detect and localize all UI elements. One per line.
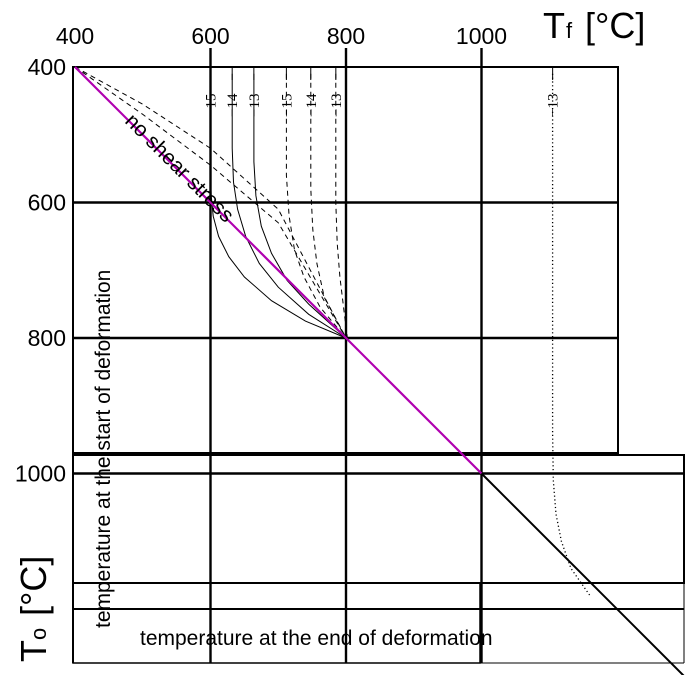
y-axis-subscript: o: [26, 628, 51, 640]
series-line-3: [253, 73, 347, 339]
x-tick-label-800: 800: [327, 23, 365, 49]
curve-label-6: −13: [329, 94, 345, 117]
curve-label-3: −13: [247, 94, 263, 117]
x-axis-subscript: f: [566, 18, 573, 43]
x-tick-label-400: 400: [56, 23, 94, 49]
tick-labels: 400 600 800 1000 400 600 800 1000: [15, 23, 507, 487]
curve-label-7: −13: [546, 94, 562, 117]
y-axis-title: T: [13, 640, 54, 662]
y-axis-unit: [°C]: [13, 556, 54, 616]
curve-label-4: −15: [279, 94, 295, 117]
y-description: temperature at the start of deformation: [92, 270, 115, 628]
curve-labels: −15 −14 −13 −15 −14 −13 −13: [204, 68, 562, 117]
y-tick-label-1000: 1000: [15, 461, 66, 487]
series-line-1: [210, 148, 347, 339]
curve-label-1: −15: [204, 94, 220, 117]
no-shear-line-extension: [480, 472, 685, 675]
series-line-5: [310, 73, 347, 339]
curve-label-2: −14: [225, 93, 241, 117]
diagonal-group: [74, 66, 685, 675]
series-line-8: [74, 66, 347, 339]
curve-label-5: −14: [304, 93, 320, 117]
y-tick-label-800: 800: [28, 325, 66, 351]
y-tick-label-400: 400: [28, 54, 66, 80]
series-line-9: [74, 66, 347, 339]
x-axis-title: T: [543, 5, 565, 46]
x-tick-label-600: 600: [191, 23, 229, 49]
x-description: temperature at the end of deformation: [140, 627, 493, 650]
y-tick-label-600: 600: [28, 190, 66, 216]
series-line-4: [285, 73, 347, 339]
x-tick-label-1000: 1000: [456, 23, 507, 49]
no-shear-line: [74, 66, 483, 475]
x-axis-unit: [°C]: [585, 5, 645, 46]
